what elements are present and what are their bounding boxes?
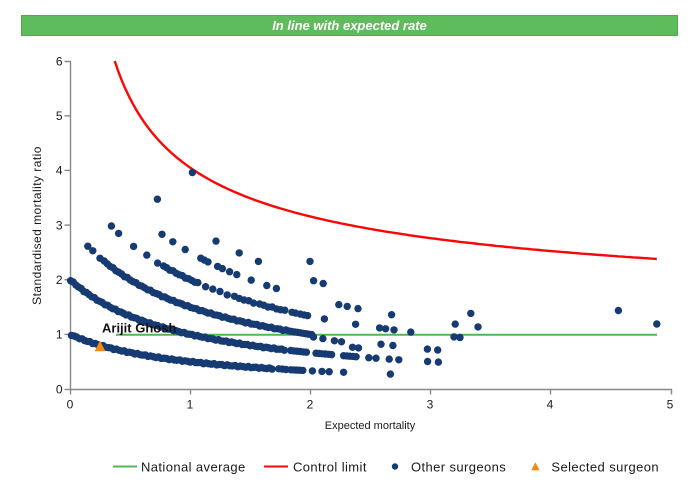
svg-text:National average: National average (141, 460, 246, 475)
svg-text:4: 4 (547, 398, 554, 412)
svg-text:5: 5 (667, 398, 674, 412)
svg-text:1: 1 (187, 398, 194, 412)
svg-text:5: 5 (56, 109, 63, 123)
svg-text:1: 1 (56, 328, 63, 342)
svg-text:2: 2 (56, 273, 63, 287)
svg-text:Selected surgeon: Selected surgeon (551, 460, 659, 475)
svg-text:3: 3 (427, 398, 434, 412)
svg-text:Standardised mortality ratio: Standardised mortality ratio (30, 146, 44, 305)
svg-text:0: 0 (67, 398, 74, 412)
svg-text:Control limit: Control limit (293, 460, 367, 475)
svg-text:0: 0 (56, 382, 63, 396)
svg-text:Expected mortality: Expected mortality (325, 420, 416, 432)
svg-text:2: 2 (307, 398, 314, 412)
svg-text:Other surgeons: Other surgeons (411, 460, 506, 475)
svg-text:Arijit Ghosh: Arijit Ghosh (102, 320, 176, 335)
svg-text:4: 4 (56, 164, 63, 178)
svg-text:6: 6 (56, 54, 63, 68)
svg-text:3: 3 (56, 218, 63, 232)
